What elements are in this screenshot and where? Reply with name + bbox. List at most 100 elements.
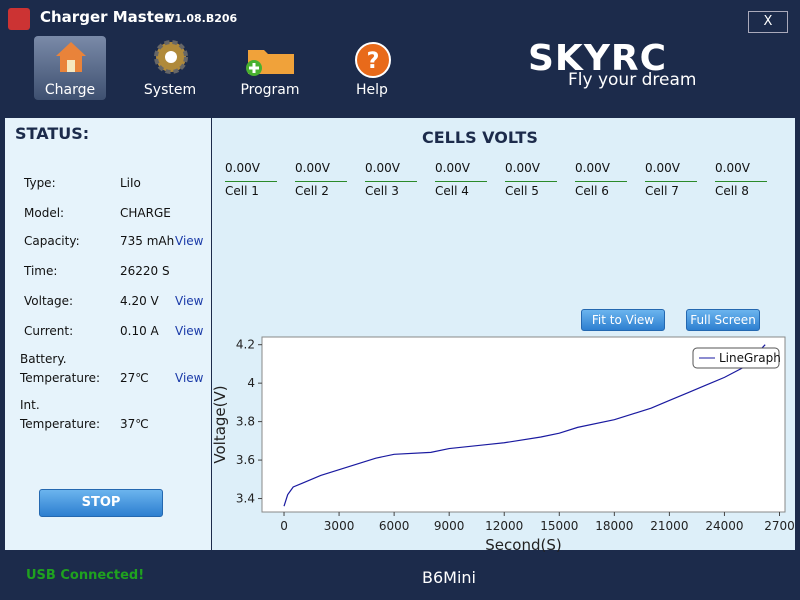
y-axis-label: Voltage(V): [211, 385, 229, 463]
cell-label: Cell 2: [295, 184, 329, 198]
status-panel: STATUS: STOP Type: LiIo Model: CHARGE Capaci…: [5, 118, 211, 550]
nav-help[interactable]: ? Help: [336, 36, 408, 100]
nav-charge[interactable]: Charge: [34, 36, 106, 100]
cell-volts: 0.00V: [225, 161, 277, 182]
cell: 0.00V Cell 1: [225, 161, 277, 198]
icon: [246, 50, 294, 76]
status-title: STATUS:: [15, 124, 90, 143]
status-row: Type: LiIo: [24, 174, 214, 214]
nav-label: System: [143, 82, 197, 98]
x-tick-label: 6000: [379, 519, 410, 533]
legend-box: [692, 347, 780, 369]
status-value: 4.20 V: [120, 294, 159, 308]
icon: [154, 40, 188, 74]
x-tick-label: 3000: [324, 519, 355, 533]
data-line: [283, 344, 766, 507]
nav-system[interactable]: System: [134, 36, 206, 100]
x-axis-label: Second(S): [485, 536, 561, 554]
cell-volts: 0.00V: [295, 161, 347, 182]
status-label: Model:: [24, 206, 65, 220]
status-row: Int. Temperature: 37℃: [20, 396, 210, 436]
status-row: Model: CHARGE: [24, 204, 214, 244]
usb-status: USB Connected!: [26, 568, 145, 583]
device-name: B6Mini: [422, 568, 476, 587]
status-label: Voltage:: [24, 294, 74, 308]
brand-slogan: Fly your dream: [568, 70, 697, 90]
cell: 0.00V Cell 6: [575, 161, 627, 198]
cell: 0.00V Cell 5: [505, 161, 557, 198]
view-link[interactable]: View: [175, 371, 204, 385]
status-value: 27℃: [120, 371, 149, 385]
x-tick-label: 18000: [595, 519, 633, 533]
chart: 3.4 3.6 3.8 4 4.2 0 3000 6000 9000 12000 15000 1800…: [211, 336, 795, 554]
cell-volts: 0.00V: [715, 161, 767, 182]
y-tick-label: 4: [247, 376, 255, 390]
stop-button[interactable]: STOP: [39, 489, 163, 517]
cell: 0.00V Cell 7: [645, 161, 697, 198]
brand-logo: SKYRC: [528, 38, 668, 79]
app-icon: [8, 8, 30, 30]
cell: 0.00V Cell 8: [715, 161, 767, 198]
cell-volts: 0.00V: [365, 161, 417, 182]
y-tick-label: 3.4: [236, 492, 255, 506]
status-row: Time: 26220 S: [24, 262, 214, 302]
status-value: 735 mAh: [120, 234, 175, 248]
nav-label: Help: [356, 82, 388, 98]
view-link[interactable]: View: [175, 234, 204, 248]
x-tick-label: 2700: [764, 519, 795, 533]
x-tick-label: 15000: [540, 519, 578, 533]
status-value: 26220 S: [120, 264, 170, 278]
cell: 0.00V Cell 3: [365, 161, 417, 198]
cell-label: Cell 5: [505, 184, 539, 198]
status-row: Voltage: 4.20 V View: [24, 292, 214, 332]
cell-label: Cell 1: [225, 184, 259, 198]
y-tick-label: 3.8: [236, 415, 255, 429]
cell-volts: 0.00V: [645, 161, 697, 182]
status-label: Current:: [24, 324, 74, 338]
status-row: Current: 0.10 A View: [24, 322, 214, 362]
nav-program[interactable]: Program: [234, 36, 306, 100]
legend-label: LineGraph: [719, 351, 781, 365]
status-label: Battery. Temperature:: [20, 352, 101, 385]
status-row: Battery. Temperature: 27℃ View: [20, 350, 210, 390]
cell: 0.00V Cell 4: [435, 161, 487, 198]
nav-label: Program: [240, 82, 300, 98]
cell-volts: 0.00V: [505, 161, 557, 182]
cells-title: CELLS VOLTS: [422, 128, 538, 147]
y-tick-label: 3.6: [236, 453, 255, 467]
fit-button[interactable]: Fit to View: [581, 309, 665, 331]
full-screen-button[interactable]: Full Screen: [686, 309, 760, 331]
cell-label: Cell 3: [365, 184, 399, 198]
status-label: Capacity:: [24, 234, 80, 248]
x-tick-label: 21000: [650, 519, 688, 533]
close-button[interactable]: X: [748, 11, 788, 33]
status-value: 0.10 A: [120, 324, 159, 338]
cell-label: Cell 7: [645, 184, 679, 198]
cell-label: Cell 8: [715, 184, 749, 198]
svg-text:?: ?: [367, 49, 380, 74]
cell: 0.00V Cell 2: [295, 161, 347, 198]
status-label: Time:: [24, 264, 58, 278]
x-tick-label: 9000: [434, 519, 465, 533]
icon: [56, 42, 86, 72]
view-link[interactable]: View: [175, 324, 204, 338]
status-label: Type:: [24, 176, 56, 190]
cell-label: Cell 6: [575, 184, 609, 198]
version: V1.08.B206: [166, 12, 238, 25]
cell-volts: 0.00V: [575, 161, 627, 182]
cell-volts: 0.00V: [435, 161, 487, 182]
y-tick-label: 4.2: [236, 338, 255, 352]
nav-label: Charge: [44, 82, 96, 98]
view-link[interactable]: View: [175, 294, 204, 308]
x-tick-label: 12000: [485, 519, 523, 533]
cell-label: Cell 4: [435, 184, 469, 198]
status-value: 37℃: [120, 417, 149, 431]
status-value: LiIo: [120, 176, 141, 190]
status-row: Capacity: 735 mAh View: [24, 232, 214, 272]
x-tick-label: 0: [280, 519, 288, 533]
status-label: Int. Temperature:: [20, 398, 101, 431]
icon: ?: [355, 42, 391, 78]
status-value: CHARGE: [120, 206, 171, 220]
window-title: Charger Master: [40, 8, 172, 26]
